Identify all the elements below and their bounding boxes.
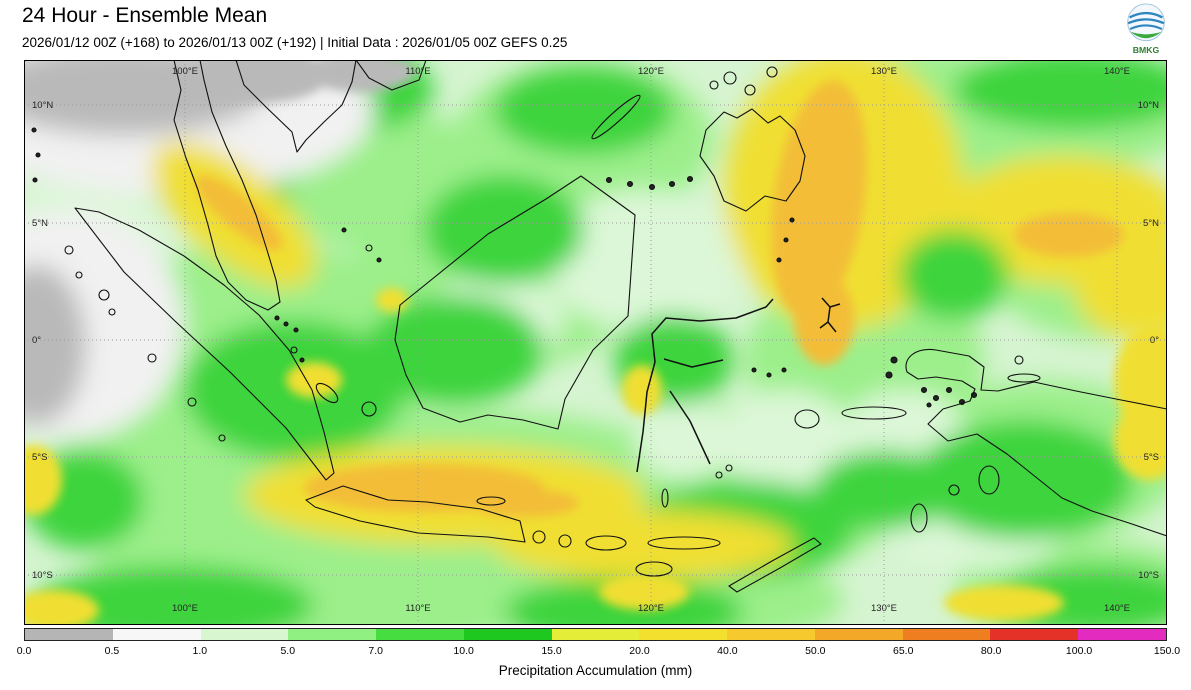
colorbar-tick-label: 50.0	[805, 645, 826, 657]
colorbar-tick-label: 10.0	[453, 645, 474, 657]
lon-label-top: 130°E	[871, 66, 897, 77]
lon-label-bottom: 100°E	[172, 603, 198, 614]
lat-label-left: 10°N	[32, 100, 53, 111]
bmkg-logo-text: BMKG	[1133, 45, 1160, 55]
colorbar-tick-label: 20.0	[629, 645, 650, 657]
colorbar-tick-label: 65.0	[893, 645, 914, 657]
colorbar-segment	[200, 629, 289, 640]
colorbar-tick-label: 7.0	[368, 645, 383, 657]
colorbar-segment	[25, 629, 113, 640]
colorbar-row	[24, 628, 1167, 641]
colorbar-tick-label: 150.0	[1153, 645, 1181, 657]
colorbar-tick-label: 0.0	[16, 645, 32, 657]
lat-label-right: 5°N	[1143, 218, 1159, 229]
precipitation-field	[24, 60, 1167, 625]
page-subtitle: 2026/01/12 00Z (+168) to 2026/01/13 00Z …	[22, 35, 568, 50]
lon-label-top: 120°E	[638, 66, 664, 77]
lon-label-bottom: 110°E	[405, 603, 430, 614]
lat-label-right: 10°S	[1138, 570, 1159, 581]
lat-label-left: 5°N	[32, 218, 48, 229]
colorbar-tick-label: 1.0	[192, 645, 208, 657]
bmkg-logo: BMKG	[1127, 3, 1165, 55]
precipitation-map: 100°E 110°E 120°E 130°E 140°E 100°E 110°…	[24, 60, 1167, 625]
lat-label-left: 0°	[32, 335, 41, 346]
colorbar-segment	[551, 629, 640, 640]
page-title: 24 Hour - Ensemble Mean	[22, 4, 268, 27]
lat-label-left: 5°S	[32, 452, 47, 463]
colorbar-segment	[814, 629, 903, 640]
colorbar-tick-label: 40.0	[717, 645, 738, 657]
colorbar-segment	[902, 629, 991, 640]
colorbar-segment	[463, 629, 552, 640]
lat-label-left: 10°S	[32, 570, 53, 581]
lon-label-top: 110°E	[405, 66, 430, 77]
grid-labels: 100°E 110°E 120°E 130°E 140°E 100°E 110°…	[32, 66, 1159, 614]
colorbar-segment	[727, 629, 815, 640]
colorbar-tick-label: 15.0	[541, 645, 562, 657]
colorbar-segment	[288, 629, 377, 640]
map-border	[24, 60, 1167, 625]
lon-label-bottom: 120°E	[638, 603, 664, 614]
lat-label-right: 5°S	[1144, 452, 1159, 463]
colorbar-tick-label: 100.0	[1065, 645, 1093, 657]
lon-label-bottom: 140°E	[1104, 603, 1130, 614]
colorbar-segment	[376, 629, 464, 640]
colorbar-ticks: 0.0 0.5 1.0 5.0 7.0 10.0 15.0 20.0 40.0 50.0 65.0 8…	[17, 645, 1180, 659]
lat-label-right: 0°	[1150, 335, 1159, 346]
colorbar-segment	[112, 629, 201, 640]
colorbar-tick-label: 80.0	[980, 645, 1002, 657]
colorbar-tick-label: 0.5	[104, 645, 120, 657]
coastlines	[31, 60, 1167, 593]
lat-label-right: 10°N	[1138, 100, 1159, 111]
colorbar-segment	[639, 629, 728, 640]
lon-label-bottom: 130°E	[871, 603, 897, 614]
colorbar-tick-label: 5.0	[280, 645, 296, 657]
colorbar-segment	[990, 629, 1079, 640]
lon-label-top: 100°E	[172, 66, 198, 77]
colorbar-segment	[1078, 629, 1166, 640]
graticule	[24, 60, 1167, 625]
lon-label-top: 140°E	[1104, 66, 1130, 77]
colorbar-label: Precipitation Accumulation (mm)	[498, 663, 693, 678]
